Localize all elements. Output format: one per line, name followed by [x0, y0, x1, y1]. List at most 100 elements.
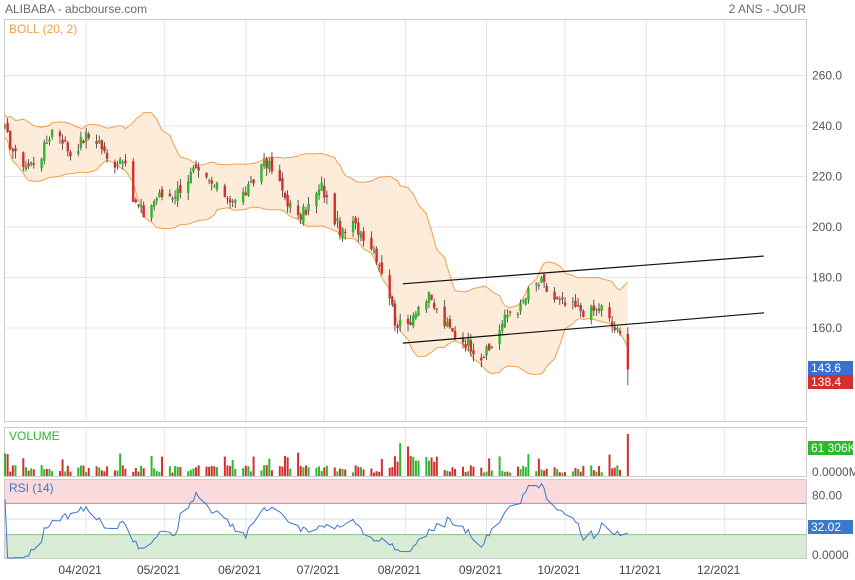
volume-bar	[58, 471, 61, 476]
volume-bar	[281, 466, 284, 476]
volume-bar	[509, 472, 512, 476]
volume-bar	[427, 460, 430, 476]
volume-bar	[210, 465, 213, 476]
volume-bar	[85, 472, 88, 476]
volume-bar	[333, 467, 336, 476]
candle-body	[336, 218, 339, 221]
candle-body	[469, 340, 473, 352]
volume-bar	[116, 470, 119, 476]
candle-body	[249, 180, 253, 183]
volume-bar	[142, 468, 145, 476]
chart-title: ALIBABA - abcbourse.com	[5, 2, 147, 16]
candle-body	[6, 122, 9, 133]
volume-bar	[215, 467, 218, 476]
candle-body	[171, 198, 174, 200]
volume-bar	[558, 472, 561, 476]
price-axis-tick-label: 200.0	[812, 220, 842, 234]
volume-bar	[370, 468, 373, 476]
trendline-1	[402, 312, 764, 344]
candle-body	[626, 334, 630, 370]
volume-bar	[158, 472, 161, 476]
candle-body	[608, 307, 611, 319]
price-tag-close-box	[808, 375, 853, 389]
candle-body	[118, 159, 122, 165]
axis-labels: 160.0 180.0 200.0 220.0 240.0 260.0 04/2021 05/…	[58, 69, 855, 578]
candle-body	[116, 164, 119, 167]
volume-bar	[519, 469, 522, 476]
volume-bar	[82, 465, 85, 476]
candle-body	[134, 199, 138, 203]
candle-body	[213, 186, 216, 188]
candle-body	[317, 189, 321, 196]
volume-bar	[4, 453, 6, 476]
volume-bar	[134, 468, 137, 476]
volume-bar	[485, 471, 488, 476]
price-tag-close-text: 138.4	[811, 375, 841, 389]
bollinger-band-fill	[5, 112, 628, 375]
volume-bar	[482, 472, 485, 476]
price-axis-tick-label: 240.0	[812, 119, 842, 133]
candle-body	[241, 191, 245, 203]
volume-bar	[168, 466, 171, 476]
candle-body	[448, 318, 452, 328]
volume-bar	[302, 467, 305, 476]
volume-bar	[247, 466, 250, 476]
volume-bar	[574, 468, 577, 476]
volume-bar	[286, 457, 289, 476]
volume-bar	[242, 468, 245, 476]
volume-bar	[425, 457, 428, 476]
rsi-axis-80-label: 80.00	[812, 489, 842, 503]
volume-bar	[205, 466, 208, 476]
candle-body	[247, 183, 250, 196]
volume-bar	[362, 469, 365, 476]
candle-body	[11, 149, 15, 152]
volume-bar	[307, 467, 310, 476]
volume-bar	[231, 459, 234, 476]
date-axis-tick-label: 08/2021	[378, 563, 422, 577]
volume-bar	[79, 465, 82, 476]
candle-body	[265, 158, 268, 169]
volume-bar	[561, 472, 564, 476]
volume-bar	[98, 467, 101, 476]
volume-bar	[223, 456, 226, 476]
candle-body	[482, 357, 486, 359]
candle-body	[503, 314, 507, 328]
volume-bar	[95, 466, 98, 476]
candle-body	[14, 148, 17, 152]
candle-body	[545, 285, 548, 292]
candle-body	[50, 129, 54, 137]
volume-bar	[556, 469, 559, 476]
candle-body	[215, 182, 219, 190]
candle-body	[260, 163, 263, 182]
candle-body	[132, 161, 135, 202]
volume-bar	[318, 466, 321, 476]
volume-bar	[121, 465, 124, 476]
rsi-panel-frame	[4, 479, 807, 559]
candle-body	[553, 291, 556, 300]
candle-body	[412, 315, 415, 326]
candle-body	[69, 151, 72, 157]
candle-body	[325, 195, 329, 197]
candle-body	[375, 248, 378, 263]
candle-body	[77, 150, 80, 154]
candle-body	[618, 330, 622, 334]
candle-body	[391, 296, 394, 305]
volume-bar	[524, 467, 527, 476]
volume-bar	[522, 465, 525, 476]
volume-bar	[51, 471, 54, 476]
volume-bar	[11, 465, 14, 476]
volume-bar	[506, 471, 509, 476]
candle-body	[158, 192, 161, 198]
volume-bar	[626, 434, 629, 476]
candle-body	[231, 201, 234, 203]
candle-body	[262, 160, 266, 166]
volume-bar	[545, 468, 548, 476]
candle-body	[228, 199, 232, 203]
candle-body	[58, 132, 62, 137]
volume-bar	[64, 471, 67, 476]
volume-bar	[260, 470, 263, 476]
volume-bar	[45, 468, 48, 476]
candle-body	[43, 142, 46, 161]
volume-bar	[195, 467, 198, 476]
candle-body	[299, 214, 302, 220]
